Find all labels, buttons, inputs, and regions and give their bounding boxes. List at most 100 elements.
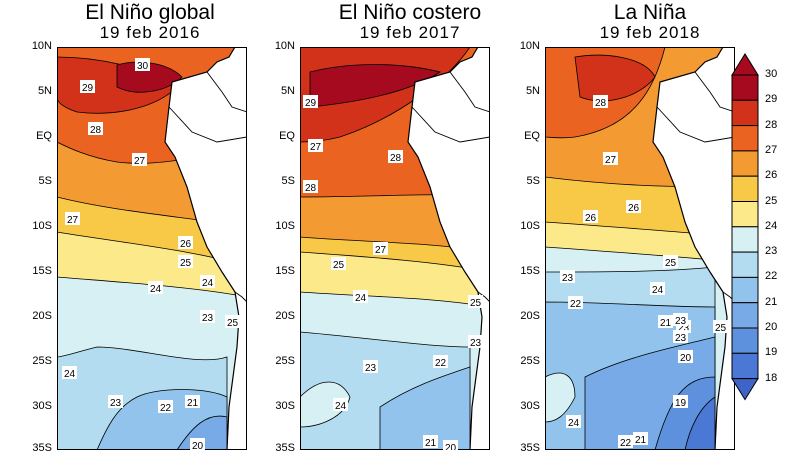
contour-label: 20 [192, 441, 204, 450]
contour-label: 24 [202, 278, 214, 289]
latitude-label: 10N [274, 40, 295, 52]
latitude-label: EQ [279, 130, 295, 142]
contour-label: 28 [595, 98, 607, 109]
colorbar-segment [731, 352, 759, 380]
contour-label: 23 [675, 316, 687, 327]
contour-label-bg [132, 153, 147, 166]
contour-label-bg [560, 270, 575, 283]
colorbar-level-label: 29 [765, 93, 778, 106]
contour-label-bg [658, 315, 673, 328]
latitude-label: 10S [32, 220, 52, 232]
colorbar-level-label: 26 [765, 169, 778, 182]
contour-label: 29 [305, 98, 317, 109]
contour-label-bg [673, 395, 688, 408]
colorbar-level-label: 28 [765, 118, 778, 131]
colorbar-level-label: 24 [765, 219, 778, 232]
contour-label-bg [568, 296, 583, 309]
latitude-label: 25S [520, 355, 540, 367]
contour-label: 24 [568, 418, 580, 429]
sst-map-2017: 29 27 28 28 27 25 24 23 25 23 22 24 21 20 [300, 47, 490, 450]
contour-label-bg [178, 255, 193, 268]
contour-label: 26 [180, 239, 192, 250]
contour-label-bg [388, 150, 403, 163]
contour-label-bg [713, 320, 728, 333]
contour-label: 23 [675, 333, 687, 344]
latitude-label: 15S [32, 265, 52, 277]
land-mass [652, 47, 735, 450]
contour-label-bg [65, 212, 80, 225]
sst-contour-band [379, 366, 471, 450]
sst-contour-band [684, 396, 716, 450]
latitude-label: 10S [275, 220, 295, 232]
contour-label-bg [618, 435, 633, 448]
latitude-label: EQ [524, 130, 540, 142]
contour-label: 27 [310, 142, 322, 153]
contour-label-bg [678, 350, 693, 363]
colorbar-segment [731, 201, 759, 228]
latitude-label: 35S [32, 442, 52, 454]
colorbar-level-label: 20 [765, 321, 778, 333]
contour-label: 25 [333, 260, 345, 271]
contour-label-bg [303, 180, 318, 193]
contour-label-bg [650, 282, 665, 295]
contour-label: 24 [150, 284, 162, 295]
latitude-label: 5N [525, 85, 540, 97]
sst-contour-band [545, 372, 576, 423]
contour-label-bg [583, 210, 598, 223]
panel-title: El Niño costero [338, 1, 482, 24]
contour-label-bg [178, 236, 193, 249]
contour-label: 24 [652, 285, 664, 296]
contour-label-bg [593, 95, 608, 108]
contour-label-bg [303, 95, 318, 108]
contour-label: 23 [365, 363, 377, 374]
latitude-label: 30S [520, 400, 540, 412]
colorbar-segment [731, 251, 759, 278]
contour-label-bg [135, 58, 150, 71]
contour-label: 22 [160, 403, 172, 414]
contour-label-bg [673, 313, 688, 326]
latitude-label: 5S [526, 175, 540, 187]
panel-date: 19 feb 2018 [599, 23, 701, 42]
contour-label-bg [663, 255, 678, 268]
sst-contour-band [300, 381, 351, 428]
colorbar-level-label: 19 [765, 346, 778, 359]
colorbar-segment [731, 327, 759, 354]
contour-label-bg [62, 366, 77, 379]
contour-label-bg [373, 242, 388, 255]
contour-label: 28 [90, 125, 102, 136]
contour-label: 27 [67, 215, 79, 226]
latitude-label: 5S [38, 175, 52, 187]
contour-label-bg [308, 139, 323, 152]
land-mass [164, 47, 247, 450]
contour-label: 24 [64, 369, 76, 380]
contour-label: 27 [605, 155, 617, 166]
country-border [411, 106, 490, 143]
latitude-label: 10N [31, 40, 52, 52]
colorbar-level-label: 18 [765, 371, 778, 384]
colorbar-level-label: 27 [765, 143, 778, 156]
colorbar-segment [731, 99, 759, 127]
latitude-label: 30S [275, 400, 295, 412]
contour-label: 25 [227, 318, 239, 329]
contour-label-bg [363, 360, 378, 373]
panel-date: 19 feb 2016 [99, 23, 201, 42]
latitude-label: 15S [520, 265, 540, 277]
contour-label: 25 [180, 258, 192, 269]
colorbar-level-label: 30 [765, 68, 778, 80]
contour-label-bg [443, 440, 458, 450]
contour-label: 22 [570, 299, 582, 310]
contour-label-bg [200, 310, 215, 323]
panel-date: 19 feb 2017 [359, 23, 461, 42]
colorbar-segment [731, 150, 759, 177]
latitude-label: 5S [281, 175, 295, 187]
panel-title: El Niño global [85, 1, 215, 24]
panel-el-nino-global: El Niño global 19 feb 2016 [0, 0, 240, 450]
contour-label: 21 [660, 318, 672, 329]
colorbar-segment [731, 302, 759, 329]
land-mass [407, 47, 490, 450]
contour-label: 26 [628, 203, 640, 214]
contour-label-bg [331, 257, 346, 270]
country-border [449, 71, 490, 113]
contour-label-bg [603, 152, 618, 165]
contour-label: 25 [470, 298, 482, 309]
